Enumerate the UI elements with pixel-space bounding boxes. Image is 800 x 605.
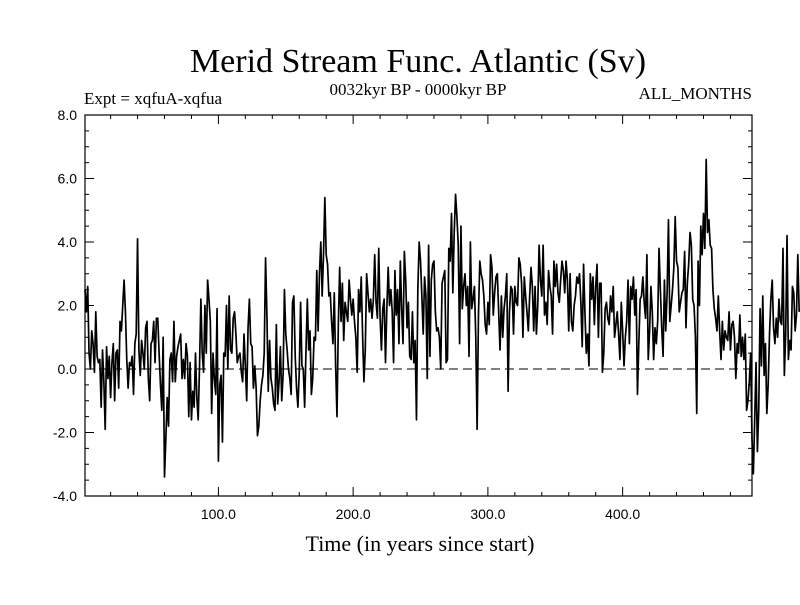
y-tick-label: 0.0 (58, 361, 78, 377)
series-line-0 (84, 158, 800, 478)
subtitle-left: Expt = xqfuA-xqfua (84, 89, 222, 108)
y-tick-label: -4.0 (53, 488, 77, 504)
y-tick-label: 2.0 (58, 298, 78, 314)
tick-layer: -4.0 -2.0 0.0 2.0 4.0 6.0 8.0 100.0 200.0 300.0 40… (53, 107, 752, 522)
x-tick-label: 400.0 (605, 506, 640, 522)
chart-title: Merid Stream Func. Atlantic (Sv) (190, 43, 646, 80)
subtitle-center: 0032kyr BP - 0000kyr BP (330, 80, 507, 99)
y-tick-label: 6.0 (58, 171, 78, 187)
x-tick-label: 200.0 (336, 506, 371, 522)
x-tick-label: 100.0 (201, 506, 236, 522)
subtitle-right: ALL_MONTHS (639, 84, 752, 103)
y-tick-label: -2.0 (53, 425, 77, 441)
text-layer: Merid Stream Func. Atlantic (Sv) Expt = … (84, 43, 752, 556)
y-tick-label: 4.0 (58, 234, 78, 250)
x-tick-label: 300.0 (470, 506, 505, 522)
y-tick-label: 8.0 (58, 107, 78, 123)
series-layer (84, 158, 800, 478)
x-axis-label: Time (in years since start) (306, 531, 535, 556)
